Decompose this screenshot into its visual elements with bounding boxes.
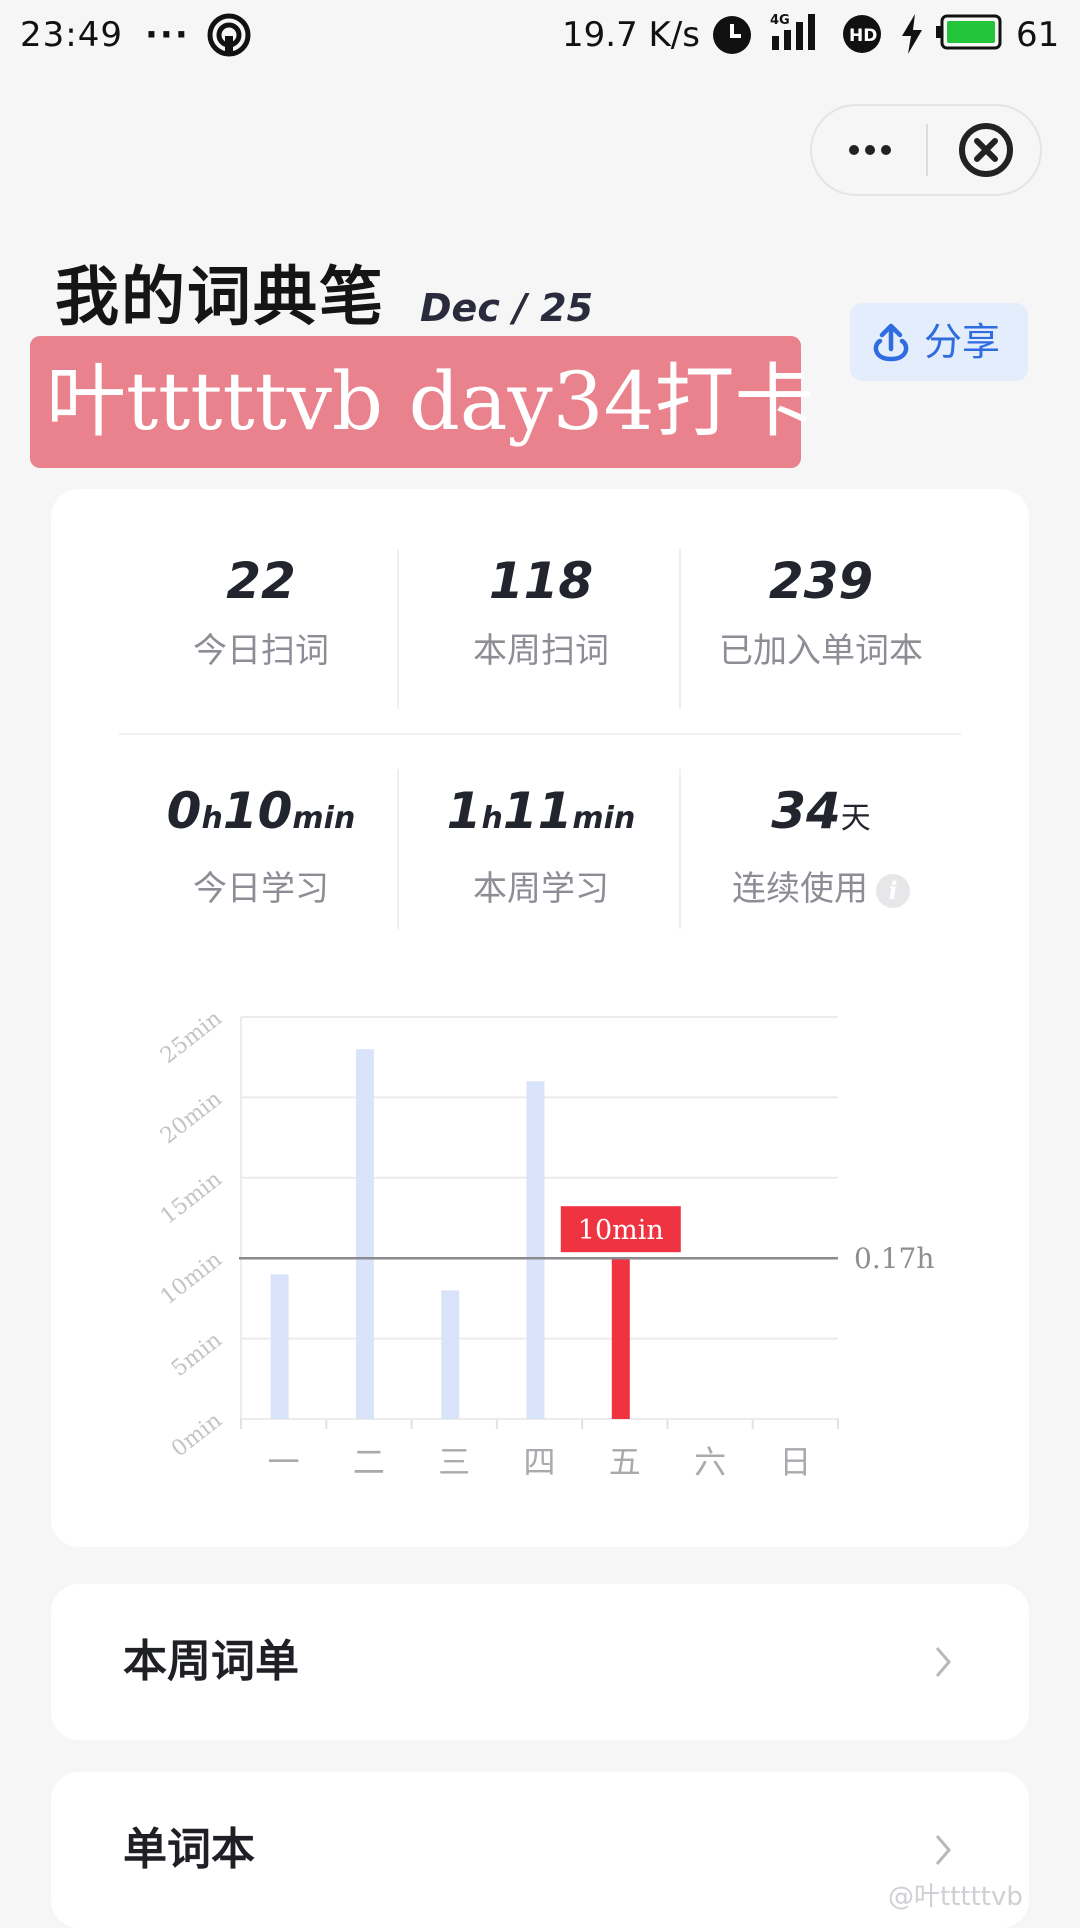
share-upload-icon — [873, 323, 909, 362]
chevron-right-icon — [935, 1835, 951, 1865]
checkin-banner: 叶tttttvb day34打卡 — [30, 336, 814, 468]
page-date: Dec / 25 — [420, 286, 594, 330]
status-time: 23:49 — [20, 15, 123, 55]
svg-text:4G: 4G — [770, 13, 790, 28]
stat-today-scan: 22 今日扫词 — [121, 549, 401, 675]
bar-highlight — [611, 1258, 630, 1419]
stat-value: 239 — [768, 552, 874, 610]
stat-week-scan: 118 本周扫词 — [401, 549, 681, 675]
y-tick-label: 25min — [156, 1006, 227, 1069]
weibo-watermark: @叶tttttvb — [888, 1882, 1023, 1912]
stat-value: 0h10min — [166, 782, 356, 840]
stat-week-study: 1h11min 本周学习 — [401, 779, 681, 913]
highlight-label: 10min — [578, 1215, 664, 1246]
stat-value: 118 — [488, 552, 594, 610]
bar — [355, 1049, 374, 1419]
stat-label: 连续使用 i — [681, 865, 961, 913]
x-tick-label: 四 — [523, 1443, 555, 1481]
y-tick-label: 0min — [167, 1408, 227, 1462]
x-tick-label: 二 — [353, 1443, 385, 1481]
svg-text:HD: HD — [849, 26, 877, 46]
stat-label: 已加入单词本 — [719, 631, 923, 671]
divider — [679, 769, 681, 929]
y-tick-label: 15min — [156, 1167, 227, 1230]
y-tick-label: 20min — [156, 1086, 227, 1149]
row-label: 单词本 — [123, 1824, 255, 1875]
y-tick-label: 10min — [156, 1247, 227, 1310]
stat-label: 本周扫词 — [473, 631, 609, 671]
hotspot-icon — [207, 13, 251, 57]
average-line-label: 0.17h — [854, 1242, 934, 1275]
stats-card: 22 今日扫词 118 本周扫词 239 已加入单词本 0h10min 今日学习… — [51, 489, 1029, 1547]
signal-4g-icon: 4G — [770, 13, 815, 50]
stat-streak: 34天 连续使用 i — [681, 779, 961, 913]
hd-icon: HD — [843, 15, 881, 53]
capsule-menu — [810, 104, 1042, 196]
info-icon[interactable]: i — [876, 874, 910, 908]
close-button[interactable] — [930, 106, 1042, 194]
status-net-speed: 19.7 K/s — [562, 15, 700, 55]
stat-wordbook: 239 已加入单词本 — [681, 549, 961, 675]
divider — [679, 549, 681, 709]
highlight-label-box — [560, 1206, 681, 1253]
status-bar: 23:49 ··· 19.7 K/s 4G HD 61 — [0, 0, 1080, 70]
page-title: 我的词典笔 — [55, 260, 385, 335]
wordbook-row[interactable]: 单词本 — [51, 1772, 1029, 1928]
divider — [119, 733, 961, 735]
charging-icon — [902, 14, 922, 54]
bar — [526, 1081, 545, 1419]
stat-value: 34天 — [771, 782, 871, 840]
close-circle-icon — [959, 123, 1013, 177]
stat-label: 本周学习 — [473, 869, 609, 909]
chevron-right-icon — [935, 1647, 951, 1677]
bar — [270, 1274, 289, 1419]
y-tick-label: 5min — [167, 1328, 227, 1382]
bar — [441, 1290, 460, 1419]
battery-icon — [936, 14, 1002, 50]
share-label: 分享 — [924, 320, 1001, 364]
share-button[interactable]: 分享 — [850, 303, 1028, 381]
x-tick-label: 一 — [268, 1443, 300, 1481]
week-word-list-row[interactable]: 本周词单 — [51, 1584, 1029, 1740]
x-tick-label: 五 — [609, 1443, 641, 1481]
x-tick-label: 三 — [438, 1443, 470, 1481]
alarm-icon — [713, 16, 751, 54]
x-tick-label: 六 — [694, 1443, 726, 1481]
divider — [397, 769, 399, 929]
more-dots-icon — [849, 145, 891, 155]
stat-value: 22 — [226, 552, 296, 610]
stat-today-study: 0h10min 今日学习 — [121, 779, 401, 913]
divider — [397, 549, 399, 709]
capsule-divider — [926, 124, 928, 176]
stat-label: 今日扫词 — [193, 631, 329, 671]
weekly-study-chart: 0min 5min 10min 15min 20min 25min 一 二 三 四 五 六 日 0.17h… — [156, 1006, 934, 1481]
status-battery-level: 61 — [1016, 15, 1060, 55]
more-button[interactable] — [812, 106, 926, 194]
stat-value: 1h11min — [446, 782, 636, 840]
x-tick-label: 日 — [779, 1443, 811, 1481]
status-dots: ··· — [145, 15, 190, 55]
stat-label: 今日学习 — [193, 869, 329, 909]
row-label: 本周词单 — [123, 1636, 299, 1687]
